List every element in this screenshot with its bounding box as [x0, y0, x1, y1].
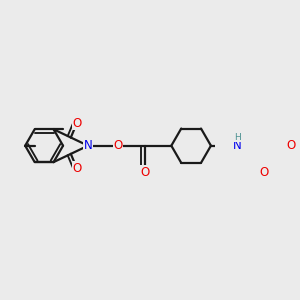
Text: O: O — [140, 166, 149, 179]
Text: O: O — [286, 139, 295, 152]
Text: H: H — [234, 133, 241, 142]
Text: N: N — [84, 139, 92, 152]
Text: O: O — [72, 162, 81, 175]
Text: O: O — [114, 139, 123, 152]
Text: O: O — [260, 166, 269, 179]
Text: N: N — [233, 139, 242, 152]
Text: O: O — [72, 117, 81, 130]
